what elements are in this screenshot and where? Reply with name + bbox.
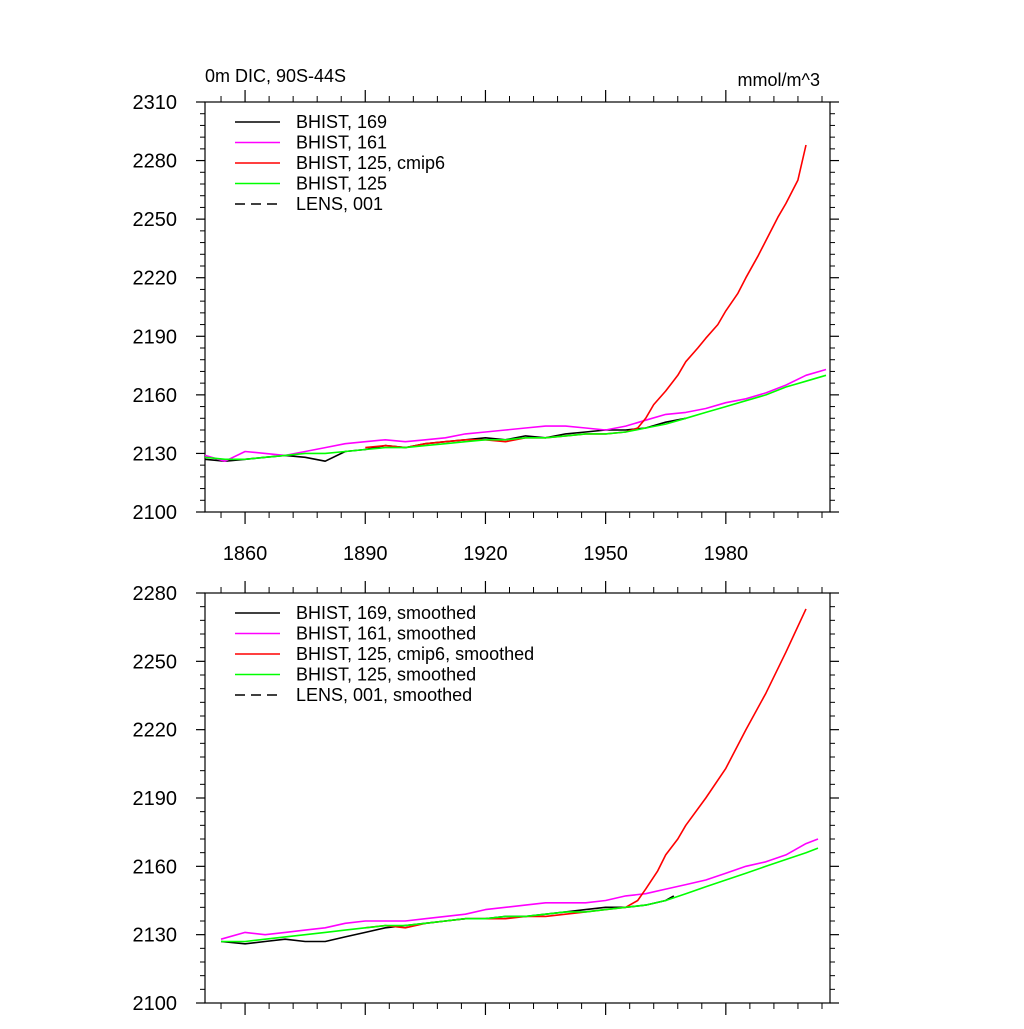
- y-tick-label: 2280: [133, 151, 178, 173]
- y-tick-label: 2250: [133, 651, 178, 673]
- y-tick-label: 2220: [133, 268, 178, 290]
- legend-label: BHIST, 125, smoothed: [296, 665, 476, 685]
- y-tick-label: 2160: [133, 856, 178, 878]
- legend-label: LENS, 001: [296, 194, 383, 214]
- x-tick-label: 1860: [223, 543, 268, 565]
- y-tick-label: 2160: [133, 385, 178, 407]
- y-tick-label: 2130: [133, 443, 178, 465]
- x-tick-label: 1980: [704, 543, 749, 565]
- x-tick-label: 1920: [463, 543, 508, 565]
- legend-label: BHIST, 161: [296, 133, 387, 153]
- y-tick-label: 2280: [133, 583, 178, 605]
- units-label: mmol/m^3: [738, 70, 820, 90]
- y-tick-label: 2310: [133, 92, 178, 114]
- series-line: [204, 374, 827, 461]
- plot-frame: [204, 101, 831, 513]
- series-line: [204, 368, 827, 463]
- legend-label: BHIST, 169, smoothed: [296, 603, 476, 623]
- series-line: [365, 144, 807, 449]
- bottom-panel: 2100 2130 2160 2190 2220 2250 2280 BHIST, 169, …: [133, 581, 839, 1015]
- y-tick-label: 2190: [133, 788, 178, 810]
- x-tick-label: 1890: [343, 543, 388, 565]
- legend-label: BHIST, 125, cmip6, smoothed: [296, 644, 534, 664]
- legend-label: BHIST, 161, smoothed: [296, 624, 476, 644]
- legend-label: BHIST, 169: [296, 112, 387, 132]
- series-line: [220, 838, 819, 940]
- legend-label: LENS, 001, smoothed: [296, 685, 472, 705]
- top-panel: 2100 2130 2160 2190 2220 2250 2280 2310 1860 1890…: [133, 66, 839, 565]
- y-tick-label: 2100: [133, 993, 178, 1015]
- y-tick-label: 2250: [133, 209, 178, 231]
- y-tick-label: 2220: [133, 720, 178, 742]
- y-tick-label: 2100: [133, 502, 178, 524]
- legend-label: BHIST, 125, cmip6: [296, 153, 445, 173]
- y-tick-label: 2130: [133, 925, 178, 947]
- series-line: [221, 847, 819, 943]
- chart-title: 0m DIC, 90S-44S: [205, 66, 346, 86]
- y-tick-label: 2190: [133, 326, 178, 348]
- x-tick-label: 1950: [583, 543, 628, 565]
- legend-label: BHIST, 125: [296, 174, 387, 194]
